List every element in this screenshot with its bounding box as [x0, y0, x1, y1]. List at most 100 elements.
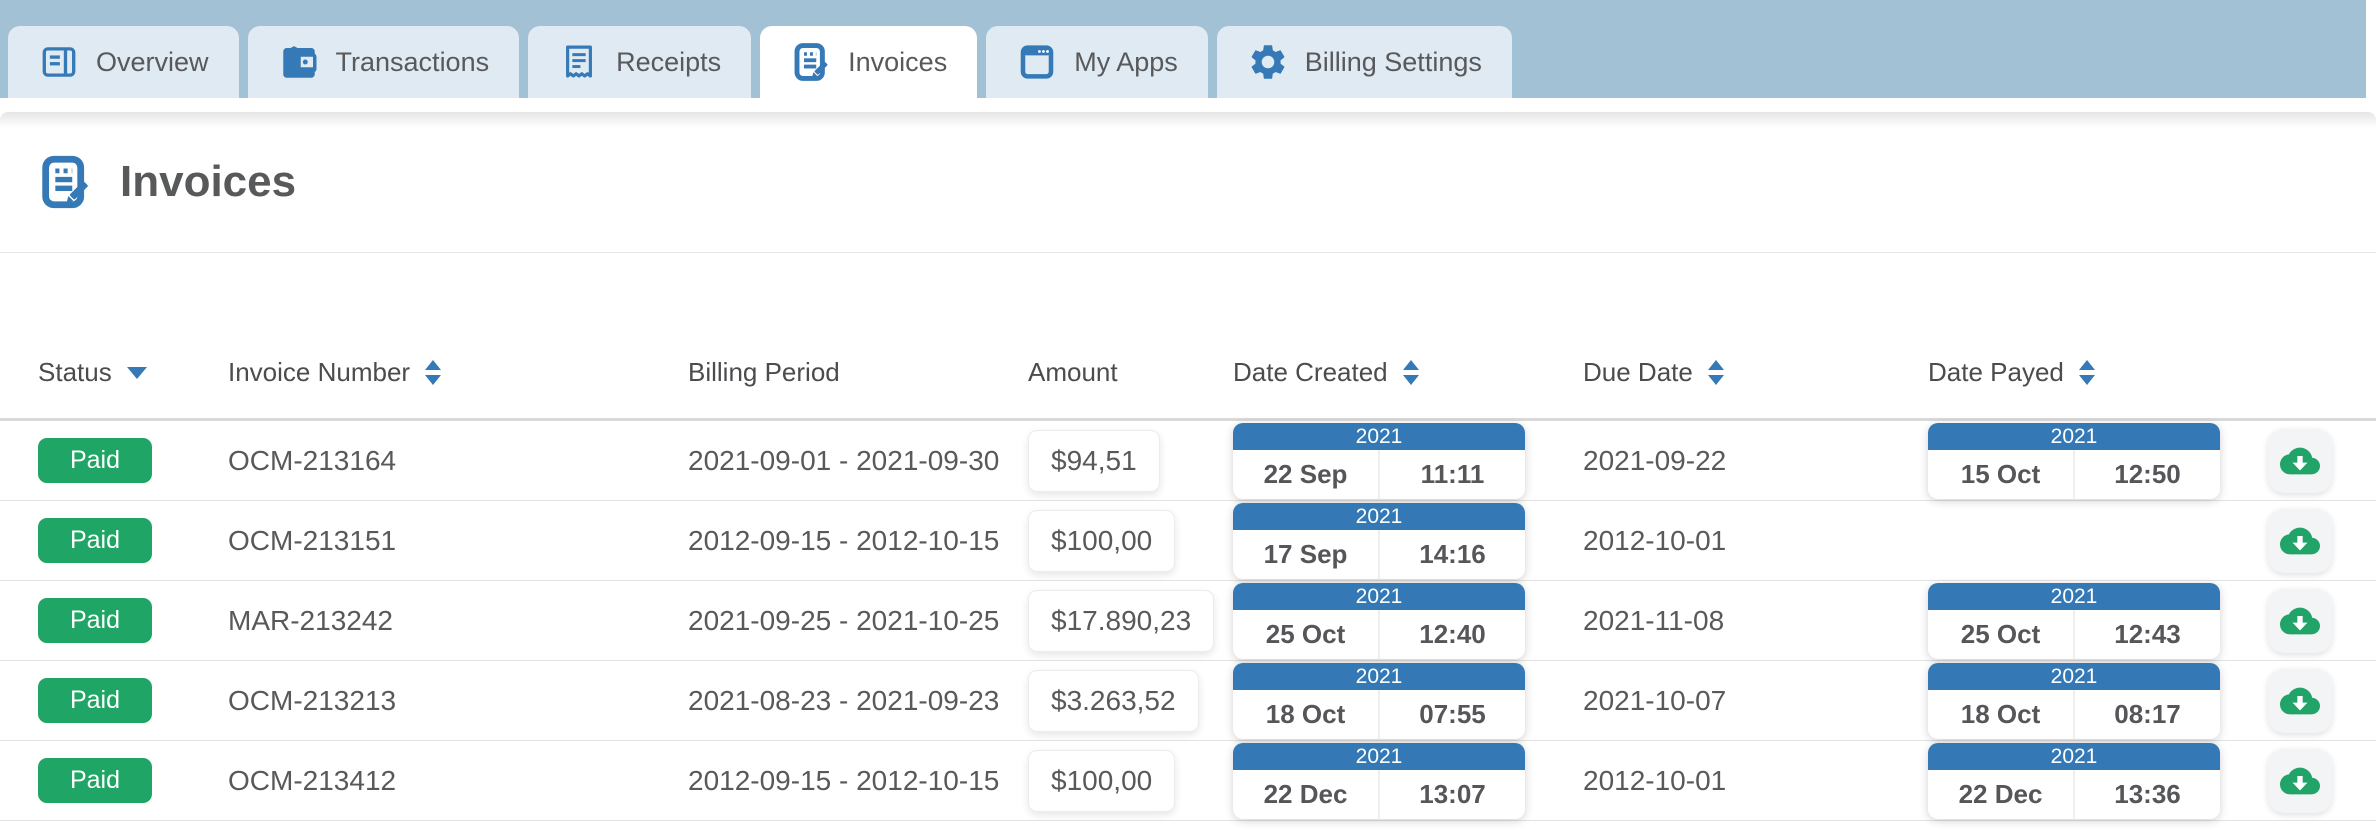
date-created-widget: 2021 22 Dec 13:07: [1233, 743, 1525, 819]
download-invoice-button[interactable]: [2268, 429, 2332, 493]
tab-my-apps[interactable]: My Apps: [986, 26, 1208, 98]
invoice-number: OCM-213213: [228, 685, 688, 717]
date-year: 2021: [1233, 663, 1525, 690]
invoice-number: OCM-213151: [228, 525, 688, 557]
status-badge: Paid: [38, 678, 152, 723]
date-time: 12:43: [2075, 610, 2220, 659]
column-header-invoice-number[interactable]: Invoice Number: [228, 357, 688, 388]
status-badge: Paid: [38, 438, 152, 483]
due-date: 2012-10-01: [1583, 765, 1928, 797]
tab-label: Receipts: [616, 47, 721, 78]
download-invoice-button[interactable]: [2268, 669, 2332, 733]
download-invoice-button[interactable]: [2268, 589, 2332, 653]
invoice-number: OCM-213164: [228, 445, 688, 477]
date-time: 08:17: [2075, 690, 2220, 739]
billing-period: 2012-09-15 - 2012-10-15: [688, 765, 1028, 797]
date-day: 25 Oct: [1928, 610, 2075, 659]
date-time: 14:16: [1380, 530, 1525, 579]
sort-both-icon: [1708, 360, 1724, 385]
tab-invoices[interactable]: Invoices: [760, 26, 977, 98]
my-apps-icon: [1016, 41, 1058, 83]
cloud-download-icon: [2280, 441, 2320, 481]
status-badge: Paid: [38, 758, 152, 803]
tab-bar: Overview Transactions Receipts: [0, 0, 2376, 98]
tab-label: Transactions: [336, 47, 490, 78]
tab-overview[interactable]: Overview: [8, 26, 239, 98]
date-time: 11:11: [1380, 450, 1525, 499]
status-badge: Paid: [38, 518, 152, 563]
column-header-amount: Amount: [1028, 357, 1233, 388]
date-payed-widget: 2021 22 Dec 13:36: [1928, 743, 2220, 819]
cloud-download-icon: [2280, 761, 2320, 801]
tab-label: Invoices: [848, 47, 947, 78]
download-invoice-button[interactable]: [2268, 509, 2332, 573]
amount-box: $17.890,23: [1028, 590, 1214, 652]
date-time: 13:36: [2075, 770, 2220, 819]
tab-receipts[interactable]: Receipts: [528, 26, 751, 98]
column-header-due-date[interactable]: Due Date: [1583, 357, 1928, 388]
tab-label: Overview: [96, 47, 209, 78]
billing-settings-icon: [1247, 41, 1289, 83]
due-date: 2021-09-22: [1583, 445, 1928, 477]
content-card: Invoices Status Invoice Number Billing P…: [0, 112, 2376, 830]
table-row: Paid MAR-213242 2021-09-25 - 2021-10-25 …: [0, 581, 2376, 661]
date-payed-widget: 2021 25 Oct 12:43: [1928, 583, 2220, 659]
column-header-date-created[interactable]: Date Created: [1233, 357, 1583, 388]
date-created-widget: 2021 17 Sep 14:16: [1233, 503, 1525, 579]
amount-box: $94,51: [1028, 430, 1160, 492]
date-time: 13:07: [1380, 770, 1525, 819]
billing-period: 2021-09-25 - 2021-10-25: [688, 605, 1028, 637]
table-row: Paid OCM-213164 2021-09-01 - 2021-09-30 …: [0, 421, 2376, 501]
column-header-billing-period: Billing Period: [688, 357, 1028, 388]
invoice-pencil-icon: [36, 153, 94, 211]
date-year: 2021: [1233, 743, 1525, 770]
column-header-date-payed[interactable]: Date Payed: [1928, 357, 2268, 388]
status-badge: Paid: [38, 598, 152, 643]
column-header-status[interactable]: Status: [38, 357, 228, 388]
table-row: Paid OCM-213412 2012-09-15 - 2012-10-15 …: [0, 741, 2376, 821]
invoices-icon: [790, 41, 832, 83]
tab-billing-settings[interactable]: Billing Settings: [1217, 26, 1512, 98]
table-header-row: Status Invoice Number Billing Period Amo…: [0, 253, 2376, 421]
date-day: 22 Dec: [1233, 770, 1380, 819]
billing-period: 2021-08-23 - 2021-09-23: [688, 685, 1028, 717]
table-row: Paid OCM-213151 2012-09-15 - 2012-10-15 …: [0, 501, 2376, 581]
billing-period: 2012-09-15 - 2012-10-15: [688, 525, 1028, 557]
tab-label: My Apps: [1074, 47, 1178, 78]
date-year: 2021: [1928, 583, 2220, 610]
sort-both-icon: [1403, 360, 1419, 385]
tab-transactions[interactable]: Transactions: [248, 26, 520, 98]
date-created-widget: 2021 22 Sep 11:11: [1233, 423, 1525, 499]
date-year: 2021: [1233, 423, 1525, 450]
date-payed-widget: 2021 18 Oct 08:17: [1928, 663, 2220, 739]
date-time: 12:50: [2075, 450, 2220, 499]
date-day: 17 Sep: [1233, 530, 1380, 579]
invoice-number: OCM-213412: [228, 765, 688, 797]
page-header: Invoices: [0, 112, 2376, 253]
date-day: 22 Sep: [1233, 450, 1380, 499]
date-day: 18 Oct: [1928, 690, 2075, 739]
transactions-icon: [278, 41, 320, 83]
download-invoice-button[interactable]: [2268, 749, 2332, 813]
sort-both-icon: [2079, 360, 2095, 385]
receipts-icon: [558, 41, 600, 83]
due-date: 2021-10-07: [1583, 685, 1928, 717]
amount-box: $100,00: [1028, 510, 1175, 572]
sort-desc-icon: [127, 367, 147, 379]
date-day: 22 Dec: [1928, 770, 2075, 819]
date-time: 12:40: [1380, 610, 1525, 659]
date-payed-widget: 2021 15 Oct 12:50: [1928, 423, 2220, 499]
invoice-number: MAR-213242: [228, 605, 688, 637]
due-date: 2021-11-08: [1583, 605, 1928, 637]
cloud-download-icon: [2280, 521, 2320, 561]
sort-both-icon: [425, 360, 441, 385]
amount-box: $3.263,52: [1028, 670, 1199, 732]
date-day: 25 Oct: [1233, 610, 1380, 659]
overview-icon: [38, 41, 80, 83]
date-day: 15 Oct: [1928, 450, 2075, 499]
billing-period: 2021-09-01 - 2021-09-30: [688, 445, 1028, 477]
cloud-download-icon: [2280, 601, 2320, 641]
due-date: 2012-10-01: [1583, 525, 1928, 557]
date-created-widget: 2021 25 Oct 12:40: [1233, 583, 1525, 659]
date-year: 2021: [1928, 663, 2220, 690]
